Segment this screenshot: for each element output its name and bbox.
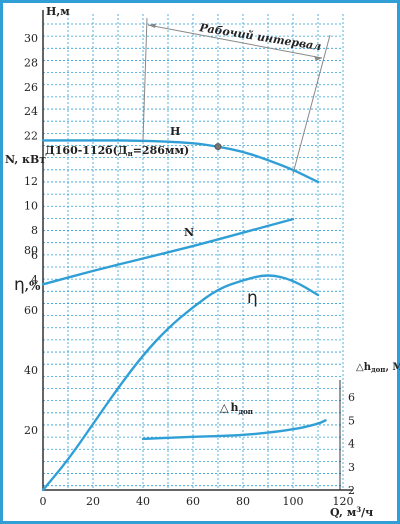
x-tick-label: 0: [40, 495, 47, 508]
series-label-h: H: [170, 125, 180, 138]
power-tick-label: 6: [31, 249, 38, 262]
head-tick-label: 22: [24, 130, 38, 143]
series-label-npsh-name: h: [230, 401, 238, 414]
working-range-arrow: [147, 24, 323, 59]
pump-model-label-sub: н: [128, 149, 133, 158]
tick-labels: 0 20 40 60 80 100 1202224262830468101220406080…: [24, 32, 355, 508]
efficiency-tick-label: 20: [24, 424, 38, 437]
npsh-curve: [141, 419, 327, 441]
working-range-left-line: [142, 17, 148, 141]
working-range-arrowhead-left: [148, 23, 156, 28]
head-tick-label: 28: [24, 56, 38, 69]
x-tick-label: 80: [236, 495, 250, 508]
efficiency-axis-unit: ,%: [25, 279, 41, 293]
series-label-n: N: [184, 226, 194, 239]
series-label-npsh-prefix: △: [220, 401, 229, 414]
npsh-tick-label: 3: [348, 461, 355, 474]
pump-model-label-main: Д160-112б(Д: [45, 144, 128, 157]
efficiency-axis-title: η,%: [14, 275, 41, 295]
npsh-tick-label: 6: [348, 391, 355, 404]
x-tick-label: 100: [283, 495, 304, 508]
x-tick-label: 120: [333, 495, 354, 508]
head-tick-label: 24: [24, 105, 38, 118]
power-tick-label: 4: [31, 273, 38, 286]
pump-model-label-tail: =286мм): [133, 144, 190, 157]
efficiency-axis-symbol: η: [14, 275, 25, 295]
pump-model-label: Д160-112б(Дн=286мм): [45, 144, 189, 158]
npsh-axis-title: △hдоп, М: [356, 362, 400, 374]
x-axis-label-tail: /ч: [361, 506, 373, 519]
working-range-arrowhead-right: [314, 56, 322, 61]
npsh-tick-label: 5: [348, 414, 355, 427]
npsh-tick-label: 4: [348, 438, 355, 451]
operating-point: [214, 143, 222, 151]
axes: [42, 10, 353, 491]
x-tick-label: 20: [86, 495, 100, 508]
head-tick-label: 30: [24, 32, 38, 45]
series-label-npsh: △ hдоп: [220, 401, 253, 416]
npsh-axis-subscript: доп: [371, 365, 385, 374]
working-range-marker: [142, 17, 331, 174]
curves: [41, 139, 327, 492]
head-tick-label: 26: [24, 81, 38, 94]
power-curve: [41, 217, 295, 286]
npsh-axis-symbol: △h: [356, 362, 372, 373]
power-tick-label: 10: [24, 200, 38, 213]
power-axis-title: N, кВт: [5, 153, 46, 166]
x-axis-title: Q, м3/ч: [330, 505, 373, 519]
series-label-eta: η: [247, 288, 258, 308]
power-tick-label: 12: [24, 175, 38, 188]
x-axis-label-sup: 3: [356, 505, 361, 514]
npsh-tick-label: 2: [348, 484, 355, 497]
series-label-npsh-sub: доп: [238, 407, 252, 416]
efficiency-tick-label: 80: [24, 244, 38, 257]
efficiency-tick-label: 40: [24, 364, 38, 377]
grid: [43, 14, 344, 490]
head-axis-title: H,м: [46, 5, 70, 18]
efficiency-curve: [41, 274, 320, 492]
npsh-axis-unit: , М: [385, 362, 400, 373]
efficiency-tick-label: 60: [24, 304, 38, 317]
x-tick-label: 60: [186, 495, 200, 508]
working-range-right-line: [292, 34, 331, 174]
x-axis-label: Q, м: [330, 506, 357, 519]
x-tick-label: 40: [136, 495, 150, 508]
power-tick-label: 8: [31, 224, 38, 237]
